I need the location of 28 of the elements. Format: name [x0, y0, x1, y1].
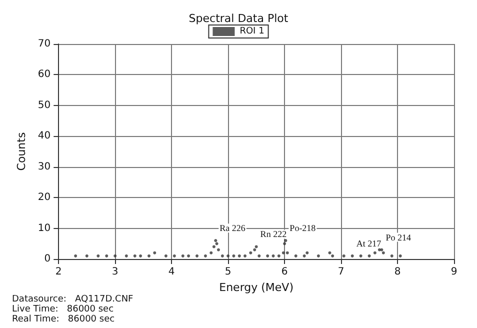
- annotation: Po 214: [386, 232, 412, 242]
- x-tick-label: 8: [394, 266, 401, 278]
- x-tick-label: 6: [281, 266, 288, 278]
- annotation: Rn 222: [260, 229, 287, 240]
- y-tick-label: 70: [38, 38, 51, 50]
- x-axis-title: Energy (MeV): [219, 280, 294, 294]
- annotation: Ra 226: [220, 223, 246, 234]
- y-tick-label: 10: [38, 222, 51, 234]
- y-tick-label: 20: [38, 192, 51, 204]
- text: Datasource: AQ117D.CNF: [12, 294, 134, 304]
- annotation: Po-218: [290, 223, 316, 234]
- y-tick-label: 60: [38, 69, 51, 80]
- y-tick-label: 40: [38, 130, 51, 142]
- annotation: At 217: [356, 238, 382, 248]
- x-tick-label: 2: [55, 266, 62, 278]
- text: Live Time: 86000 sec: [12, 304, 114, 314]
- x-tick-label: 4: [168, 266, 175, 278]
- x-tick-label: 3: [112, 266, 118, 278]
- x-tick-label: 7: [338, 266, 344, 278]
- y-tick-label: 50: [38, 100, 51, 111]
- y-tick-label: 30: [38, 161, 51, 172]
- chart-title: Spectral Data Plot: [188, 12, 289, 25]
- x-tick-label: 5: [224, 266, 232, 278]
- y-tick-label: 0: [44, 254, 51, 264]
- x-tick-label: 9: [450, 266, 458, 278]
- legend-label: ROI 1: [240, 26, 264, 36]
- y-axis-title: Counts: [15, 132, 28, 171]
- text: Real Time: 86000 sec: [12, 314, 115, 324]
